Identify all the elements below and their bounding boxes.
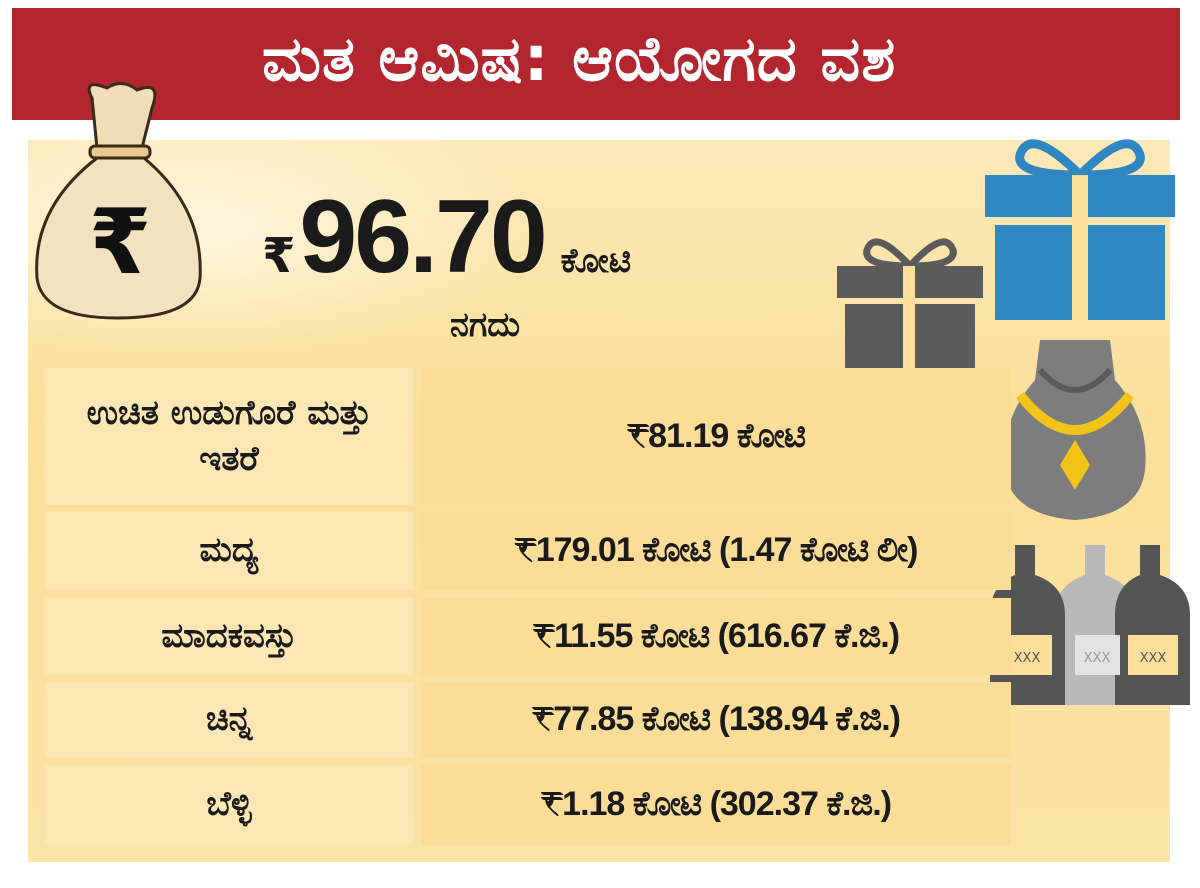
row-item: ಮಾದಕವಸ್ತು — [45, 598, 413, 675]
table-row-drugs: ಮಾದಕವಸ್ತು ₹11.55 ಕೋಟಿ (616.67 ಕೆ.ಜಿ.) — [45, 598, 1011, 675]
cash-seized: ₹ 96.70 ಕೋಟಿ — [262, 178, 631, 297]
liquor-bottles-icon: XXX XXX XXX — [990, 545, 1190, 705]
money-bag-icon: ₹ — [35, 82, 202, 320]
cash-amount: 96.70 — [299, 179, 547, 295]
row-item: ಮದ್ಯ — [45, 512, 413, 590]
row-value: ₹11.55 ಕೋಟಿ (616.67 ಕೆ.ಜಿ.) — [421, 598, 1011, 675]
row-value: ₹81.19 ಕೋಟಿ — [421, 368, 1011, 505]
title-banner: ಮತ ಆಮಿಷ: ಆಯೋಗದ ವಶ — [12, 8, 1180, 120]
row-item: ಬೆಳ್ಳಿ — [45, 765, 413, 845]
row-item: ಉಚಿತ ಉಡುಗೊರೆ ಮತ್ತು ಇತರೆ — [45, 368, 413, 505]
row-item: ಚಿನ್ನ — [45, 682, 413, 758]
page-title: ಮತ ಆಮಿಷ: ಆಯೋಗದ ವಶ — [262, 22, 897, 95]
svg-text:XXX: XXX — [1140, 651, 1167, 666]
svg-text:₹: ₹ — [89, 190, 152, 295]
row-value: ₹179.01 ಕೋಟಿ (1.47 ಕೋಟಿ ಲೀ) — [421, 512, 1011, 590]
necklace-icon — [1004, 340, 1146, 520]
table-row-silver: ಬೆಳ್ಳಿ ₹1.18 ಕೋಟಿ (302.37 ಕೆ.ಜಿ.) — [45, 765, 1011, 845]
svg-text:XXX: XXX — [1084, 651, 1111, 666]
table-row-liquor: ಮದ್ಯ ₹179.01 ಕೋಟಿ (1.47 ಕೋಟಿ ಲೀ) — [45, 512, 1011, 590]
row-value: ₹1.18 ಕೋಟಿ (302.37 ಕೆ.ಜಿ.) — [421, 765, 1011, 845]
svg-text:XXX: XXX — [1014, 651, 1041, 666]
gift-blue-icon — [985, 139, 1175, 320]
cash-label: ನಗದು — [450, 305, 521, 345]
cash-unit: ಕೋಟಿ — [560, 241, 632, 281]
table-row-gifts: ಉಚಿತ ಉಡುಗೊರೆ ಮತ್ತು ಇತರೆ ₹81.19 ಕೋಟಿ — [45, 368, 1011, 505]
row-value: ₹77.85 ಕೋಟಿ (138.94 ಕೆ.ಜಿ.) — [421, 682, 1011, 758]
gift-grey-icon — [837, 238, 983, 380]
rupee-symbol: ₹ — [262, 228, 296, 284]
table-row-gold: ಚಿನ್ನ ₹77.85 ಕೋಟಿ (138.94 ಕೆ.ಜಿ.) — [45, 682, 1011, 758]
